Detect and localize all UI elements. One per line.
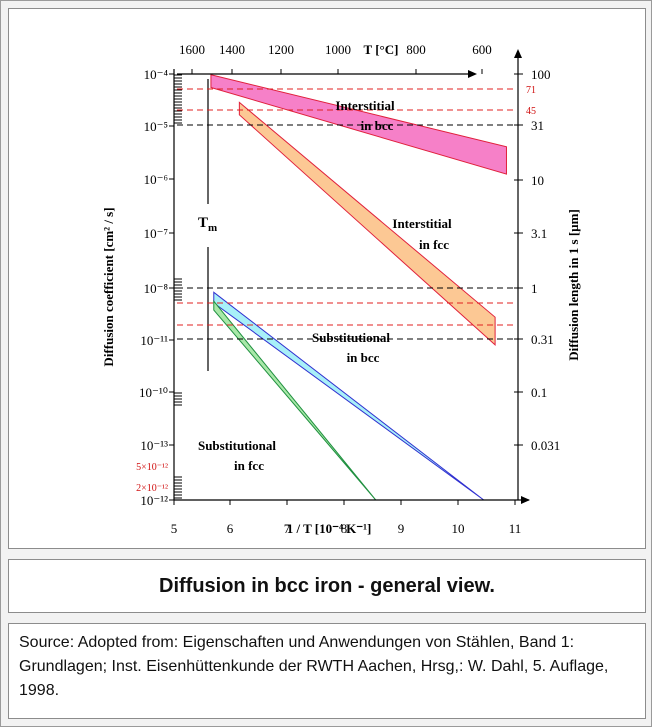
bottom-tick-label: 5 [171, 521, 178, 536]
series-label-line2: in fcc [419, 237, 449, 252]
right-tick-label: 100 [531, 67, 551, 82]
left-tick-label: 10⁻⁶ [144, 172, 168, 187]
series-label-line1: Substitutional [198, 438, 276, 453]
top-axis-arrow [468, 70, 477, 78]
left-tick-label: 10⁻¹² [140, 493, 168, 508]
right-tick-label: 0.31 [531, 332, 554, 347]
right-tick-label: 3.1 [531, 226, 547, 241]
band-4 [213, 299, 377, 501]
source-panel: Source: Adopted from: Eigenschaften und … [8, 623, 646, 719]
right-tick-label: 0.031 [531, 438, 560, 453]
bottom-tick-label: 11 [509, 521, 522, 536]
bottom-tick-label: 9 [398, 521, 405, 536]
left-tick-label: 10⁻¹⁰ [139, 385, 168, 400]
left-tick-label: 10⁻⁵ [144, 119, 168, 134]
melting-label: Tm [198, 215, 217, 234]
bottom-tick-label: 10 [452, 521, 465, 536]
bottom-tick-label: 6 [227, 521, 234, 536]
left-tick-label: 10⁻⁷ [144, 226, 168, 241]
right-tick-label: 0.1 [531, 385, 547, 400]
left-axis-title: Diffusion coefficient [cm² / s] [101, 207, 116, 366]
right-red-tick-label: 45 [526, 106, 536, 117]
top-tick-label: 1000 [325, 42, 351, 57]
band-1 [210, 74, 507, 175]
left-tick-label: 10⁻¹³ [140, 438, 168, 453]
caption-panel: Diffusion in bcc iron - general view. [8, 559, 646, 613]
top-tick-label: 1600 [179, 42, 205, 57]
figure-caption: Diffusion in bcc iron - general view. [159, 574, 495, 597]
series-label-line1: Interstitial [392, 216, 452, 231]
source-text: Source: Adopted from: Eigenschaften und … [19, 634, 609, 699]
band-2 [238, 101, 496, 346]
left-tick-label: 10⁻⁸ [144, 281, 169, 296]
series-label-line2: in bcc [347, 350, 380, 365]
right-tick-label: 1 [531, 281, 538, 296]
diffusion-chart: Tm 10⁻⁴ 10⁻⁵ 10⁻⁶ 10⁻⁷ 10⁻⁸ 10⁻¹¹ 10⁻¹⁰ 10⁻¹³ 10⁻… [101, 42, 581, 536]
band-3 [213, 291, 485, 501]
left-tick-label: 10⁻¹¹ [140, 333, 168, 348]
series-label-line2: in fcc [234, 458, 264, 473]
series-label-line2: in bcc [361, 118, 394, 133]
right-axis-arrow [514, 49, 522, 58]
bottom-tick-label: 8 [341, 521, 348, 536]
top-tick-label: 1400 [219, 42, 245, 57]
right-tick-label: 10 [531, 173, 544, 188]
top-tick-label: 600 [472, 42, 492, 57]
right-red-tick-label: 71 [526, 85, 536, 96]
bottom-axis-arrow [521, 496, 530, 504]
right-tick-label: 31 [531, 118, 544, 133]
top-tick-label: 1200 [268, 42, 294, 57]
left-red-tick-label: 5×10⁻¹² [136, 462, 168, 473]
series-label-line1: Interstitial [335, 98, 395, 113]
bottom-axis-label: 1 / T [10⁻⁴ K⁻¹] [287, 521, 372, 536]
series-label-line1: Substitutional [312, 330, 390, 345]
top-axis-label: T [°C] [364, 42, 399, 57]
bottom-tick-label: 7 [284, 521, 291, 536]
left-tick-label: 10⁻⁴ [144, 67, 169, 82]
top-tick-label: 800 [406, 42, 426, 57]
right-axis-title: Diffusion length in 1 s [µm] [566, 209, 581, 361]
chart-panel: Tm 10⁻⁴ 10⁻⁵ 10⁻⁶ 10⁻⁷ 10⁻⁸ 10⁻¹¹ 10⁻¹⁰ 10⁻¹³ 10⁻… [8, 8, 646, 549]
left-red-tick-label: 2×10⁻¹² [136, 483, 168, 494]
